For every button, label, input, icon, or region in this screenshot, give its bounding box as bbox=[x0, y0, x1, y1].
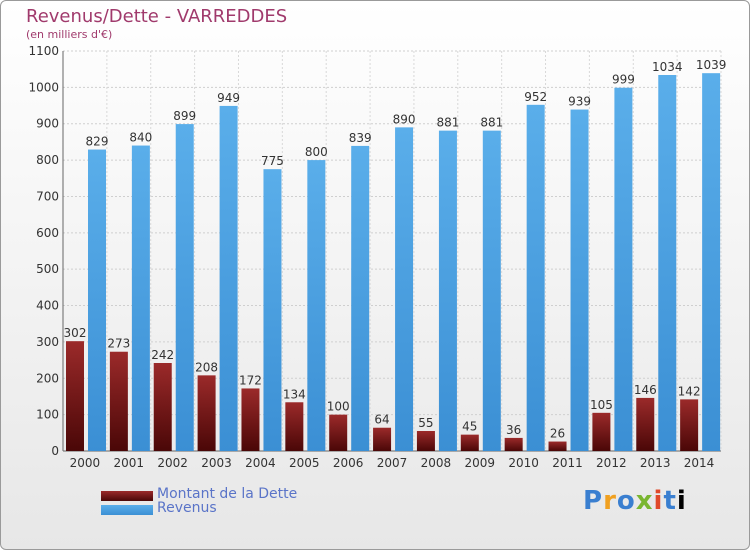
data-label-dette: 64 bbox=[374, 413, 389, 427]
x-tick-label: 2009 bbox=[464, 456, 495, 470]
data-label-revenus: 890 bbox=[393, 112, 416, 126]
y-tick-label: 1000 bbox=[28, 80, 59, 94]
data-label-revenus: 775 bbox=[261, 154, 284, 168]
data-label-revenus: 840 bbox=[129, 131, 152, 145]
bar-dette bbox=[241, 388, 260, 451]
data-label-dette: 105 bbox=[590, 398, 613, 412]
bar-revenus bbox=[482, 130, 501, 452]
data-label-dette: 146 bbox=[634, 383, 657, 397]
data-label-dette: 134 bbox=[283, 387, 306, 401]
bar-dette bbox=[153, 363, 172, 451]
data-label-revenus: 881 bbox=[436, 116, 459, 130]
bar-revenus bbox=[307, 160, 326, 451]
bar-dette bbox=[373, 427, 392, 451]
data-label-revenus: 1039 bbox=[696, 58, 727, 72]
data-label-revenus: 1034 bbox=[652, 60, 683, 74]
data-label-revenus: 949 bbox=[217, 91, 240, 105]
x-tick-label: 2001 bbox=[114, 456, 145, 470]
x-tick-label: 2003 bbox=[201, 456, 232, 470]
data-label-dette: 142 bbox=[678, 384, 701, 398]
bar-dette bbox=[416, 431, 435, 451]
data-label-dette: 45 bbox=[462, 420, 477, 434]
bar-dette bbox=[460, 434, 479, 451]
data-label-revenus: 839 bbox=[349, 131, 372, 145]
x-tick-label: 2000 bbox=[70, 456, 101, 470]
y-tick-label: 1100 bbox=[28, 44, 59, 58]
bar-dette bbox=[197, 375, 216, 451]
x-tick-label: 2002 bbox=[157, 456, 188, 470]
chart-subtitle: (en milliers d'€) bbox=[26, 28, 113, 41]
data-label-revenus: 800 bbox=[305, 145, 328, 159]
bar-revenus bbox=[263, 169, 282, 451]
data-label-revenus: 829 bbox=[86, 135, 109, 149]
bar-revenus bbox=[131, 145, 150, 451]
y-tick-label: 100 bbox=[36, 408, 59, 422]
bar-revenus bbox=[88, 149, 106, 451]
data-label-revenus: 881 bbox=[480, 116, 503, 130]
bar-revenus bbox=[351, 145, 370, 451]
data-label-revenus: 939 bbox=[568, 95, 591, 109]
x-tick-label: 2008 bbox=[421, 456, 452, 470]
bar-dette bbox=[592, 412, 611, 451]
data-label-dette: 242 bbox=[151, 348, 174, 362]
x-tick-label: 2004 bbox=[245, 456, 276, 470]
y-tick-label: 600 bbox=[36, 226, 59, 240]
bar-revenus bbox=[526, 104, 545, 452]
x-tick-label: 2014 bbox=[684, 456, 715, 470]
data-label-dette: 172 bbox=[239, 373, 262, 387]
bar-revenus bbox=[438, 130, 457, 452]
data-label-revenus: 999 bbox=[612, 73, 635, 87]
data-label-revenus: 952 bbox=[524, 90, 547, 104]
x-tick-label: 2011 bbox=[552, 456, 583, 470]
y-tick-label: 300 bbox=[36, 335, 59, 349]
proxiti-logo: Proxiti bbox=[583, 486, 687, 516]
x-tick-label: 2006 bbox=[333, 456, 364, 470]
x-tick-label: 2010 bbox=[508, 456, 539, 470]
y-tick-label: 900 bbox=[36, 117, 59, 131]
bar-revenus bbox=[175, 124, 194, 451]
data-label-dette: 100 bbox=[327, 400, 350, 414]
bar-dette bbox=[329, 414, 348, 451]
x-tick-label: 2007 bbox=[377, 456, 408, 470]
bar-dette bbox=[109, 351, 128, 451]
legend-swatch-dette bbox=[101, 491, 153, 501]
bar-revenus bbox=[219, 105, 238, 451]
data-label-dette: 55 bbox=[418, 416, 433, 430]
data-label-revenus: 899 bbox=[173, 109, 196, 123]
bar-dette bbox=[548, 441, 567, 451]
bar-revenus bbox=[570, 109, 589, 451]
y-tick-label: 0 bbox=[51, 444, 59, 458]
data-label-dette: 302 bbox=[64, 326, 87, 340]
bar-dette bbox=[285, 402, 304, 451]
data-label-dette: 208 bbox=[195, 360, 218, 374]
x-tick-label: 2012 bbox=[596, 456, 627, 470]
bar-revenus bbox=[614, 87, 633, 452]
chart-title: Revenus/Dette - VARREDDES bbox=[26, 6, 288, 27]
bar-dette bbox=[680, 399, 699, 451]
bar-revenus bbox=[702, 73, 721, 451]
x-tick-label: 2005 bbox=[289, 456, 320, 470]
y-tick-label: 200 bbox=[36, 371, 59, 385]
bar-dette bbox=[66, 341, 84, 451]
data-label-dette: 36 bbox=[506, 423, 521, 437]
legend-swatch-revenus bbox=[101, 505, 153, 515]
legend-label-revenus: Revenus bbox=[157, 500, 217, 516]
bar-revenus bbox=[658, 75, 677, 451]
y-tick-label: 700 bbox=[36, 189, 59, 203]
data-label-dette: 273 bbox=[107, 337, 130, 351]
x-tick-label: 2013 bbox=[640, 456, 671, 470]
bar-dette bbox=[504, 437, 523, 451]
data-label-dette: 26 bbox=[550, 427, 565, 441]
legend-label-dette: Montant de la Dette bbox=[157, 486, 298, 502]
y-tick-label: 500 bbox=[36, 262, 59, 276]
y-tick-label: 400 bbox=[36, 299, 59, 313]
bar-dette bbox=[636, 397, 655, 451]
y-tick-label: 800 bbox=[36, 153, 59, 167]
bar-revenus bbox=[395, 127, 414, 451]
